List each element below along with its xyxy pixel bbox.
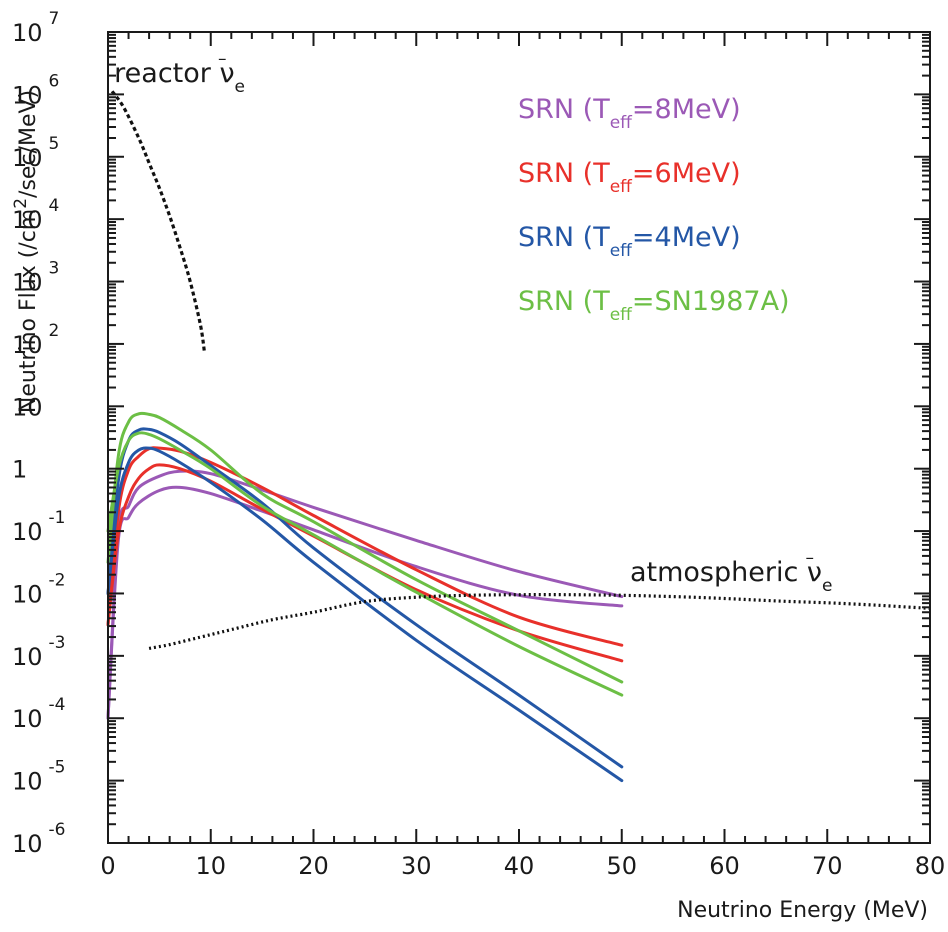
y-tick-label: 10 -1 xyxy=(12,508,66,546)
y-tick-label: 10 2 xyxy=(12,321,59,359)
ticks-layer xyxy=(107,31,931,844)
x-tick-label: 20 xyxy=(298,852,329,880)
series-line-9 xyxy=(110,90,207,354)
series-line-3 xyxy=(106,446,624,647)
y-tick-label: 10 -4 xyxy=(12,695,66,733)
series-line-4 xyxy=(106,463,624,663)
series-line-10 xyxy=(148,593,931,650)
y-tick-label: 10 6 xyxy=(12,71,59,109)
y-axis-label: Neutrino Flux (/cm2/sec/MeV) xyxy=(11,90,41,413)
y-tick-label: 10 5 xyxy=(12,134,59,172)
x-tick-label: 80 xyxy=(915,852,946,880)
legend-entry-2: SRN (Teff=6MeV) xyxy=(518,158,741,197)
legend-entry-3: SRN (Teff=4MeV) xyxy=(518,222,741,261)
y-tick-label: 10 7 xyxy=(12,9,59,47)
annotation-atmospheric-overbar: – xyxy=(805,548,814,568)
annotation-reactor: reactor νe xyxy=(114,58,245,97)
plot-frame xyxy=(107,31,931,844)
y-tick-label: 10 -5 xyxy=(12,758,66,796)
y-tick-label: 10 xyxy=(12,393,43,421)
annotation-atmospheric: atmospheric νe xyxy=(630,557,832,596)
y-tick-label: 10 -6 xyxy=(12,820,66,858)
series-line-7 xyxy=(106,411,624,684)
y-tick-label: 10 -3 xyxy=(12,633,66,671)
y-tick-label: 1 xyxy=(12,456,27,484)
series-line-2 xyxy=(106,485,624,720)
series-layer xyxy=(106,90,931,783)
y-tick-label: 10 4 xyxy=(12,196,59,234)
x-tick-label: 40 xyxy=(504,852,535,880)
x-tick-label: 30 xyxy=(401,852,432,880)
y-tick-label: 10 -2 xyxy=(12,570,66,608)
annotations: reactor νe–atmospheric νe– xyxy=(114,49,832,596)
legend: SRN (Teff=8MeV) SRN (Teff=6MeV) SRN (Teff=… xyxy=(518,94,790,325)
x-tick-label: 10 xyxy=(195,852,226,880)
series-line-8 xyxy=(106,431,624,697)
x-tick-label: 60 xyxy=(709,852,740,880)
x-tick-label: 0 xyxy=(100,852,115,880)
series-line-6 xyxy=(106,446,624,783)
x-axis-label: Neutrino Energy (MeV) xyxy=(677,898,928,923)
labels-layer: 0 10 20 30 40 50 60 70 80 10-6 10-5 10-4 10-3 10 -2 10-… xyxy=(11,9,945,923)
legend-entry-4: SRN (Teff=SN1987A) xyxy=(518,286,790,325)
y-tick-label: 10 3 xyxy=(12,259,59,297)
x-tick-label: 70 xyxy=(812,852,843,880)
x-tick-label: 50 xyxy=(606,852,637,880)
legend-entry-1: SRN (Teff=8MeV) xyxy=(518,94,741,133)
annotation-reactor-overbar: – xyxy=(218,49,227,69)
